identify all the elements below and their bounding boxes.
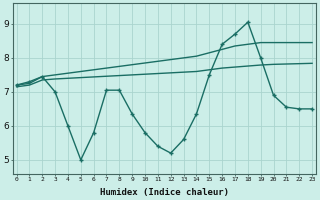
X-axis label: Humidex (Indice chaleur): Humidex (Indice chaleur) bbox=[100, 188, 229, 197]
